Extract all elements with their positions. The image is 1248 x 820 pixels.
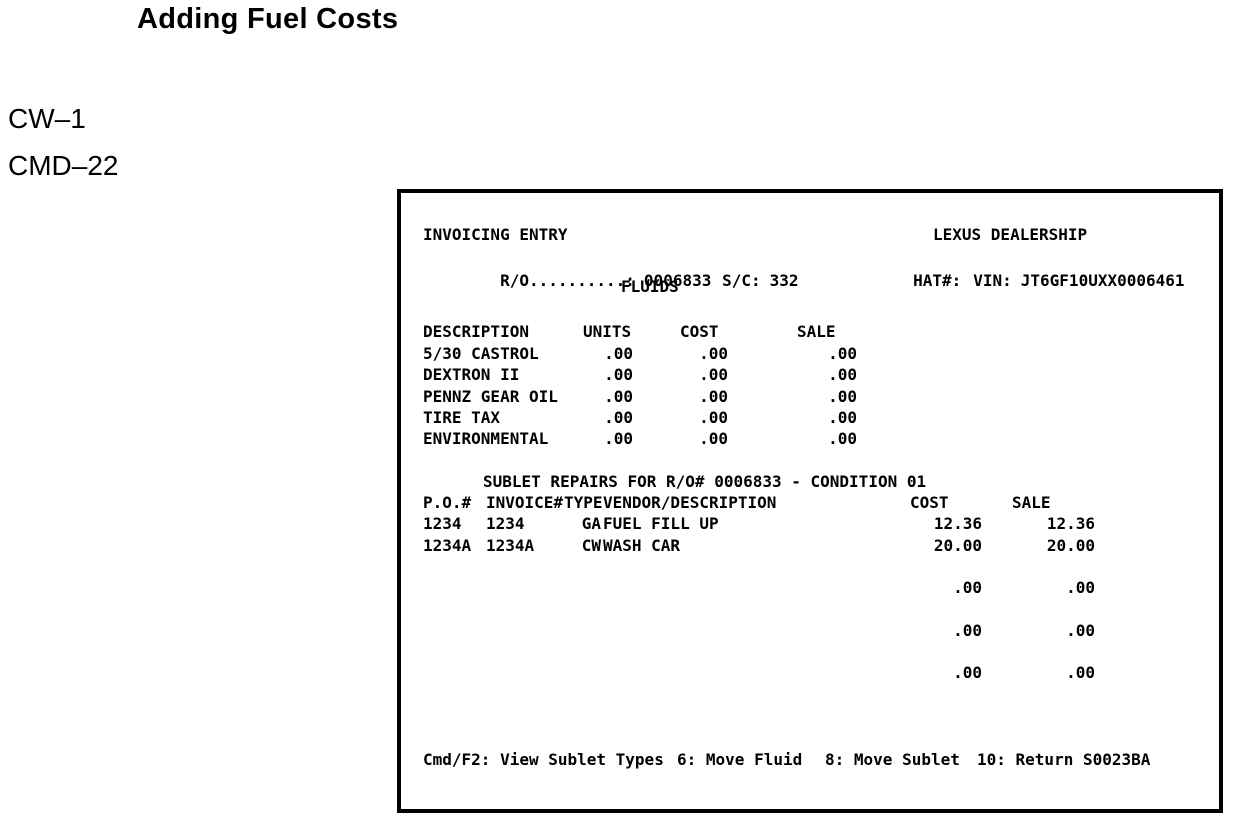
fluid-cost: .00 [699,429,728,448]
fluid-description: 5/30 CASTROL [423,344,539,363]
fluids-col-sale: SALE [797,322,836,341]
sublet-sale: .00 [1066,663,1095,682]
fluid-units: .00 [604,344,633,363]
page-title: Adding Fuel Costs [137,3,399,35]
fluid-sale: .00 [828,344,857,363]
fluid-cost: .00 [699,387,728,406]
fluid-sale: .00 [828,408,857,427]
ro-field-value: 0006833 [643,271,712,290]
fluid-units: .00 [604,365,633,384]
sc-field: S/C: 332 [645,251,799,311]
sublet-po: 1234 [423,514,462,533]
terminal-screen: INVOICING ENTRY LEXUS DEALERSHIP R/O....… [397,189,1223,813]
sublet-header-row: P.O.# INVOICE# TYPE VENDOR/DESCRIPTION C… [401,493,1219,513]
fluids-col-cost: COST [680,322,719,341]
sublet-type: GA [581,514,601,533]
vin-field-label: VIN: [973,271,1012,290]
sublet-empty-row: .00 .00 [401,578,1219,598]
fluids-section-title: FLUIDS [621,277,679,296]
key10-option: 10: Return S0023BA [977,750,1151,769]
sublet-cost: 20.00 [933,536,982,555]
fluids-section-line: FLUIDS [401,277,1219,297]
sublet-vendor: WASH CAR [603,536,681,555]
sublet-cost: .00 [953,663,982,682]
fluid-description: TIRE TAX [423,408,501,427]
fluids-col-description: DESCRIPTION [423,322,529,341]
sublet-col-po: P.O.# [423,493,472,512]
ref-label-cw1: CW–1 [8,103,86,134]
sublet-section-title: SUBLET REPAIRS FOR R/O# 0006833 - CONDIT… [483,472,927,491]
fluids-row: 5/30 CASTROL .00 .00 .00 [401,344,1219,364]
sublet-col-cost: COST [910,493,949,512]
sublet-empty-row: .00 .00 [401,663,1219,683]
sublet-col-sale: SALE [1012,493,1051,512]
sublet-col-type: TYPE [564,493,603,512]
fluid-description: PENNZ GEAR OIL [423,387,558,406]
fluids-row: TIRE TAX .00 .00 .00 [401,408,1219,428]
sublet-vendor: FUEL FILL UP [603,514,719,533]
ref-label-cmd22: CMD–22 [8,150,119,181]
fluid-units: .00 [604,408,633,427]
fluids-col-units: UNITS [583,322,632,341]
sublet-col-invoice: INVOICE# [486,493,564,512]
fluid-description: DEXTRON II [423,365,520,384]
fluid-sale: .00 [828,387,857,406]
fluids-row: DEXTRON II .00 .00 .00 [401,365,1219,385]
vin-field-value: JT6GF10UXX0006461 [1020,271,1185,290]
sublet-invoice: 1234 [486,514,525,533]
hat-vin-field: HAT#: VIN: JT6GF10UXX0006461 [836,251,1185,311]
fluid-cost: .00 [699,344,728,363]
sc-field-label: S/C: [722,271,761,290]
fluid-description: ENVIRONMENTAL [423,429,549,448]
fluid-cost: .00 [699,408,728,427]
sublet-empty-row: .00 .00 [401,621,1219,641]
sublet-invoice: 1234A [486,536,535,555]
sublet-sale: .00 [1066,621,1095,640]
fluid-sale: .00 [828,365,857,384]
screen-header-line: INVOICING ENTRY LEXUS DEALERSHIP [401,225,1219,245]
sublet-cost: 12.36 [933,514,982,533]
hat-field-label: HAT#: [913,271,962,290]
sublet-po: 1234A [423,536,472,555]
ro-info-line: R/O..........: 0006833 S/C: 332 HAT#: VIN: J… [401,251,1219,290]
fluids-row: ENVIRONMENTAL .00 .00 .00 [401,429,1219,449]
cmd-f2-option: Cmd/F2: View Sublet Types [423,750,664,769]
sublet-sale: 20.00 [1046,536,1095,555]
fluid-units: .00 [604,429,633,448]
sublet-row: 1234A 1234A CW WASH CAR 20.00 20.00 [401,536,1219,556]
fluid-units: .00 [604,387,633,406]
sublet-sale: .00 [1066,578,1095,597]
ro-field: R/O..........: 0006833 [423,251,711,311]
sublet-sale: 12.36 [1046,514,1095,533]
sublet-cost: .00 [953,621,982,640]
key8-option: 8: Move Sublet [825,750,960,769]
sublet-type: CW [581,536,601,555]
fluid-cost: .00 [699,365,728,384]
sublet-row: 1234 1234 GA FUEL FILL UP 12.36 12.36 [401,514,1219,534]
ro-field-label: R/O..........: [500,271,635,290]
sublet-col-vendor: VENDOR/DESCRIPTION [603,493,777,512]
fluid-sale: .00 [828,429,857,448]
fluids-header-row: DESCRIPTION UNITS COST SALE [401,322,1219,342]
sublet-title-line: SUBLET REPAIRS FOR R/O# 0006833 - CONDIT… [401,472,1219,492]
screen-title: INVOICING ENTRY [423,225,568,244]
sublet-cost: .00 [953,578,982,597]
dealership-name: LEXUS DEALERSHIP [933,225,1088,244]
function-key-line: Cmd/F2: View Sublet Types 6: Move Fluid … [401,750,1219,770]
key6-option: 6: Move Fluid [677,750,803,769]
sc-field-value: 332 [769,271,799,290]
fluids-row: PENNZ GEAR OIL .00 .00 .00 [401,387,1219,407]
